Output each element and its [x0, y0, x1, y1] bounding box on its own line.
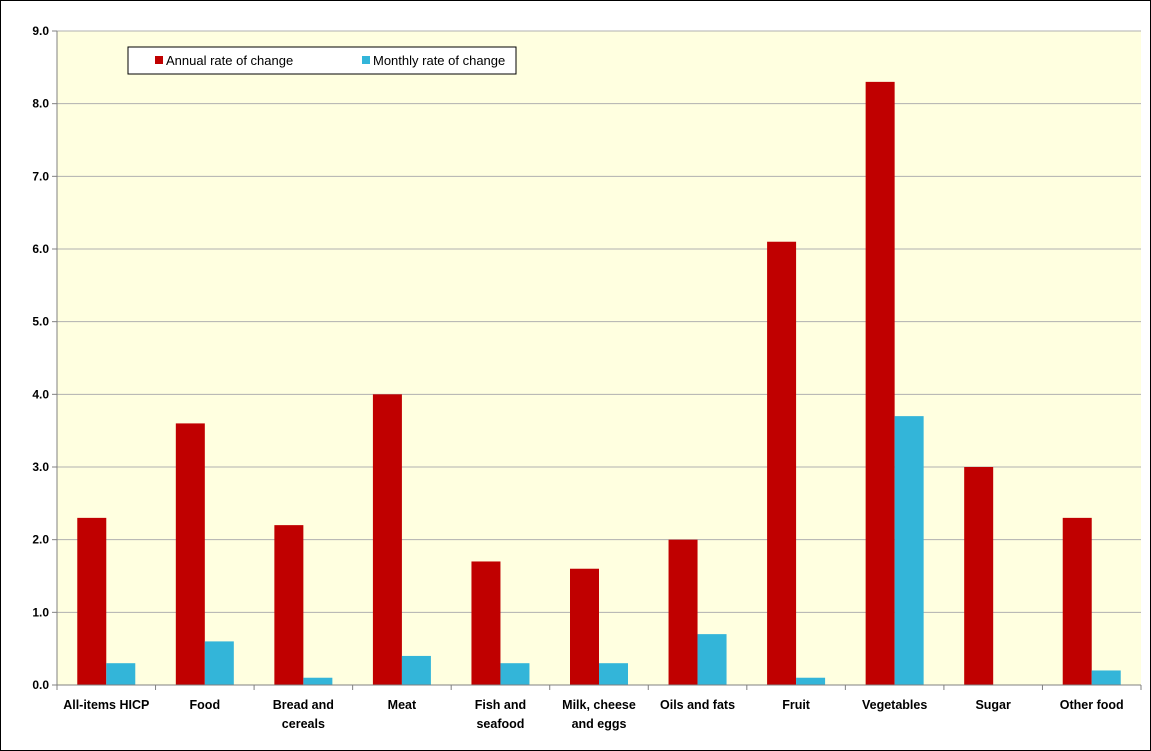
- bar-annual-rate: [77, 517, 107, 685]
- category-label: Other food: [1060, 698, 1124, 712]
- category-label: Vegetables: [862, 698, 927, 712]
- bar-annual-rate: [1062, 517, 1092, 685]
- category-label-line: Bread and: [273, 698, 334, 712]
- bar-annual-rate: [274, 525, 304, 685]
- bar-monthly-rate: [796, 677, 826, 685]
- y-tick-label: 6.0: [32, 242, 49, 256]
- legend-swatch: [362, 56, 370, 64]
- bar-monthly-rate: [204, 641, 234, 685]
- bar-monthly-rate: [500, 663, 530, 685]
- bar-monthly-rate: [697, 634, 727, 685]
- category-label: Bread and cereals: [273, 698, 334, 731]
- bar-monthly-rate: [303, 677, 333, 685]
- category-label: Meat: [388, 698, 417, 712]
- category-label-line: Fruit: [782, 698, 811, 712]
- category-label: Sugar: [975, 698, 1011, 712]
- category-label-line: Oils and fats: [660, 698, 735, 712]
- category-label: Oils and fats: [660, 698, 735, 712]
- y-tick-label: 9.0: [32, 24, 49, 38]
- category-label: Food: [190, 698, 221, 712]
- category-label: All-items HICP: [63, 698, 149, 712]
- y-tick-label: 1.0: [32, 605, 49, 619]
- category-label-line: Meat: [388, 698, 417, 712]
- bar-monthly-rate: [599, 663, 628, 685]
- legend-swatch: [155, 56, 163, 64]
- category-label-line: Vegetables: [862, 698, 927, 712]
- gridlines: [57, 30, 1141, 613]
- legend-box: [127, 46, 517, 75]
- y-tick-label: 5.0: [32, 315, 49, 329]
- legend-label: Monthly rate of change: [373, 53, 505, 68]
- legend-label: Annual rate of change: [166, 53, 293, 68]
- bar-annual-rate: [767, 241, 797, 685]
- category-label-line: Other food: [1060, 698, 1124, 712]
- y-tick-label: 4.0: [32, 387, 49, 401]
- category-label-line: Milk, cheese: [562, 698, 636, 712]
- bar-annual-rate: [668, 539, 698, 685]
- y-tick-label: 3.0: [32, 460, 49, 474]
- y-axis-tick-labels: 0.0 1.0 2.0 3.0 4.0 5.0 6.0 7.0 8.0 9.0: [32, 24, 49, 692]
- bar-annual-rate: [175, 423, 205, 685]
- y-tick-label: 2.0: [32, 533, 49, 547]
- category-label-line: and eggs: [572, 717, 627, 731]
- bar-monthly-rate: [1091, 670, 1121, 685]
- category-label-line: Food: [190, 698, 221, 712]
- x-axis-category-labels: All-items HICP Food Bread and cereals Meat Fi…: [63, 698, 1123, 731]
- legend: Annual rate of change Monthly rate of cha…: [127, 46, 517, 75]
- category-label: Milk, cheese and eggs: [562, 698, 636, 731]
- bars: [77, 81, 1121, 685]
- category-label: Fruit: [782, 698, 811, 712]
- axes: [52, 30, 1142, 690]
- bar-monthly-rate: [894, 416, 924, 685]
- category-label-line: Fish and: [475, 698, 526, 712]
- bar-monthly-rate: [401, 655, 431, 685]
- category-label: Fish and seafood: [475, 698, 526, 731]
- category-label-line: seafood: [476, 717, 524, 731]
- y-tick-label: 7.0: [32, 169, 49, 183]
- bar-annual-rate: [471, 561, 501, 685]
- category-label-line: Sugar: [975, 698, 1011, 712]
- category-label-line: cereals: [282, 717, 325, 731]
- bar-annual-rate: [964, 467, 994, 685]
- y-tick-label: 8.0: [32, 97, 49, 111]
- bar-monthly-rate: [106, 663, 136, 685]
- bar-annual-rate: [570, 568, 599, 685]
- y-tick-label: 0.0: [32, 678, 49, 692]
- bar-annual-rate: [865, 81, 895, 685]
- bar-annual-rate: [372, 394, 402, 685]
- category-label-line: All-items HICP: [63, 698, 149, 712]
